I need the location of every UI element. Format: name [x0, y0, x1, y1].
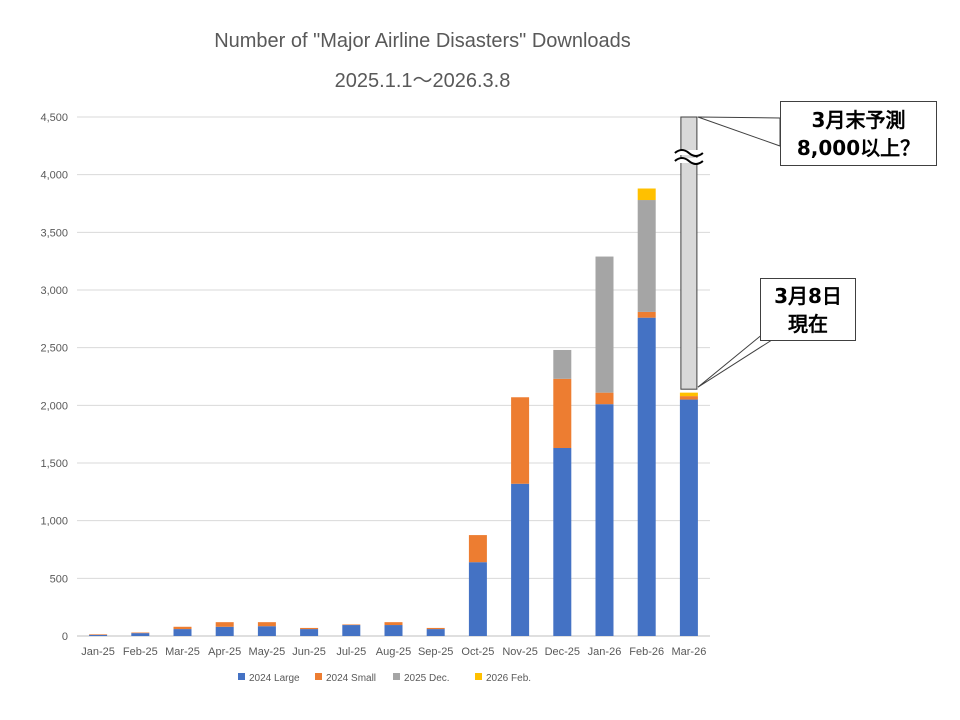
y-tick-label: 1,500	[40, 458, 68, 470]
bars	[89, 188, 698, 636]
bar-segment-2024-large	[595, 404, 614, 636]
bar-segment-2024-large	[511, 483, 530, 636]
y-tick-label: 4,000	[40, 170, 68, 182]
forecast-callout-line-1: 3月末予測	[811, 108, 906, 132]
bar-segment-2024-large	[257, 626, 276, 636]
y-tick-label: 3,500	[40, 227, 68, 239]
y-tick-label: 1,000	[40, 516, 68, 528]
x-tick-label: Nov-25	[502, 646, 537, 658]
bar-segment-2024-small	[89, 634, 108, 635]
x-axis-tick-labels: Jan-25 Feb-25 Mar-25 Apr-25 May-25 Jun-25 Jul-…	[81, 646, 706, 658]
bar-segment-2024-large	[342, 625, 361, 636]
x-tick-label: Feb-26	[629, 646, 664, 658]
current-callout-line-1: 3月8日	[774, 284, 842, 308]
bar-segment-2024-small	[679, 396, 698, 400]
bar-segment-2026-feb-	[637, 188, 656, 201]
x-tick-label: Sep-25	[418, 646, 453, 658]
bar-segment-2024-large	[173, 629, 192, 636]
bar-segment-2025-dec-	[595, 256, 614, 393]
current-callout-line-2: 現在	[788, 312, 828, 336]
chart-subtitle: 2025.1.1～2026.3.8	[334, 70, 511, 92]
bar-segment-2024-small	[384, 622, 403, 626]
forecast-bar	[680, 116, 698, 390]
x-tick-label: Apr-25	[208, 646, 241, 658]
bar-segment-2024-large	[426, 629, 445, 636]
legend-label: 2025 Dec.	[404, 673, 450, 684]
bar-segment-2025-dec-	[637, 200, 656, 312]
bar-segment-2024-small	[468, 535, 487, 563]
bar-segment-2024-large	[131, 633, 150, 636]
axis-break-mark	[674, 157, 704, 165]
bar-segment-2024-small	[173, 626, 192, 630]
bar-segment-2024-large	[679, 399, 698, 636]
x-tick-label: Dec-25	[545, 646, 580, 658]
annotations	[674, 116, 781, 390]
bar-segment-2024-small	[553, 378, 572, 449]
y-tick-label: 2,000	[40, 400, 68, 412]
x-tick-label: Mar-25	[165, 646, 200, 658]
bar-segment-2024-large	[637, 317, 656, 636]
legend-swatch	[393, 673, 400, 680]
bar-segment-2024-large	[384, 625, 403, 636]
bar-segment-2024-small	[511, 397, 530, 484]
x-tick-label: Jun-25	[292, 646, 326, 658]
bar-segment-2024-small	[595, 392, 614, 405]
y-tick-label: 500	[50, 573, 68, 585]
bar-segment-2024-large	[553, 448, 572, 636]
bar-segment-2024-large	[89, 634, 108, 636]
bar-segment-2024-small	[342, 624, 361, 626]
forecast-callout-pointer	[697, 116, 781, 147]
chart-title: Number of "Major Airline Disasters" Down…	[214, 30, 631, 52]
legend-label: 2026 Feb.	[486, 673, 531, 684]
axis-break-mark	[674, 149, 704, 157]
x-tick-label: Aug-25	[376, 646, 411, 658]
forecast-callout-line-2: 8,000以上？	[796, 136, 921, 160]
bar-segment-2025-dec-	[553, 349, 572, 379]
bar-segment-2024-large	[215, 626, 234, 636]
legend: 2024 Large 2024 Small 2025 Dec. 2026 Feb.	[238, 673, 531, 684]
x-tick-label: Mar-26	[671, 646, 706, 658]
bar-segment-2024-small	[300, 627, 319, 630]
x-tick-label: Feb-25	[123, 646, 158, 658]
x-tick-label: Jul-25	[336, 646, 366, 658]
legend-label: 2024 Large	[249, 673, 300, 684]
bar-segment-2024-small	[257, 622, 276, 627]
y-axis-tick-labels: 0 500 1,000 1,500 2,000 2,500 3,000 3,500 4,000 4…	[40, 112, 68, 643]
y-tick-label: 0	[62, 631, 68, 643]
bar-segment-2024-small	[215, 622, 234, 627]
y-tick-label: 3,000	[40, 285, 68, 297]
legend-label: 2024 Small	[326, 673, 376, 684]
x-tick-label: Jan-26	[588, 646, 622, 658]
legend-swatch	[238, 673, 245, 680]
y-tick-label: 4,500	[40, 112, 68, 124]
bar-segment-2026-feb-	[679, 392, 698, 397]
gridlines	[77, 116, 710, 637]
bar-segment-2024-large	[300, 629, 319, 636]
x-tick-label: Jan-25	[81, 646, 115, 658]
legend-swatch	[315, 673, 322, 680]
x-tick-label: May-25	[249, 646, 286, 658]
x-tick-label: Oct-25	[461, 646, 494, 658]
bar-segment-2024-small	[131, 632, 150, 634]
bar-segment-2024-small	[637, 311, 656, 318]
legend-swatch	[475, 673, 482, 680]
y-tick-label: 2,500	[40, 343, 68, 355]
current-callout: 3月8日 現在	[760, 278, 856, 341]
bar-segment-2024-large	[468, 562, 487, 636]
forecast-callout: 3月末予測 8,000以上？	[780, 101, 937, 166]
bar-segment-2024-small	[426, 627, 445, 630]
